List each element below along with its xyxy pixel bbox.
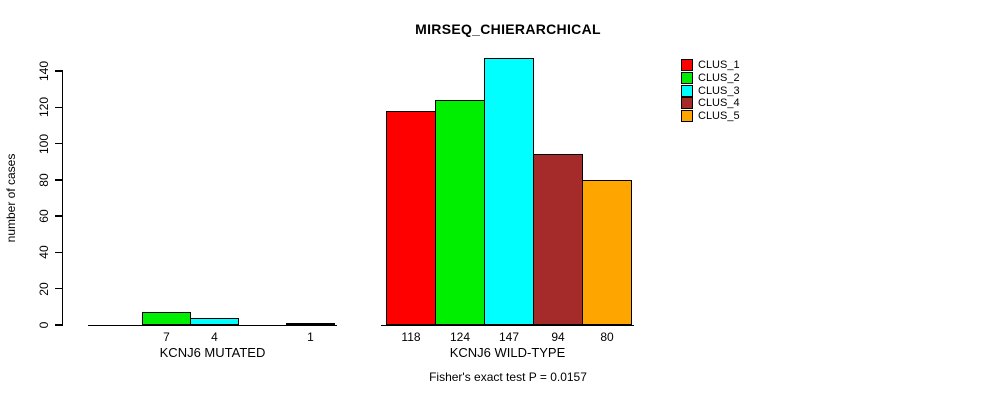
bar-value-label: 7 (163, 330, 170, 344)
legend-color-swatch-clus_2 (681, 72, 693, 85)
legend-item: CLUS_3 (681, 84, 740, 97)
bar-clus_1 (386, 111, 436, 325)
y-axis-tick-label: 40 (37, 245, 51, 260)
y-axis-tick (55, 287, 62, 290)
bar-clus_5 (286, 323, 335, 325)
bar-clus_4 (533, 154, 583, 325)
legend-label: CLUS_3 (698, 84, 740, 97)
legend-color-swatch-clus_3 (681, 84, 693, 97)
y-axis-line (61, 70, 63, 326)
bar-value-label: 80 (600, 330, 614, 344)
y-axis-tick (55, 179, 62, 181)
bar-value-label: 1 (307, 330, 314, 344)
bar-clus_3 (190, 318, 239, 325)
legend: CLUS_1 CLUS_2 CLUS_3 CLUS_4 CLUS_5 (681, 59, 740, 123)
bar-clus_2 (435, 100, 485, 325)
y-axis-tick-label: 140 (37, 60, 51, 82)
y-axis-tick-label: 80 (37, 173, 51, 187)
bar-value-label: 147 (498, 330, 520, 344)
legend-color-swatch-clus_4 (681, 97, 693, 110)
y-axis-tick (55, 142, 62, 145)
subtitle-pvalue: Fisher's exact test P = 0.0157 (429, 370, 587, 384)
legend-label: CLUS_2 (698, 72, 740, 85)
y-axis-tick-label: 0 (37, 321, 51, 329)
y-axis-tick (55, 106, 62, 109)
x-axis-baseline (88, 324, 337, 326)
bar-value-label: 94 (551, 330, 565, 344)
bar-value-label: 4 (211, 330, 218, 344)
bar-clus_2 (142, 312, 191, 325)
legend-item: CLUS_2 (681, 72, 740, 85)
x-axis-baseline (381, 324, 634, 326)
x-group-label: KCNJ6 MUTATED (159, 345, 266, 360)
legend-label: CLUS_5 (698, 110, 740, 123)
y-axis-tick-label: 120 (37, 97, 51, 118)
legend-color-swatch-clus_1 (681, 59, 693, 72)
y-axis-tick-label: 100 (37, 133, 51, 154)
y-axis-tick (55, 215, 62, 217)
legend-item: CLUS_5 (681, 110, 740, 123)
chart-title: MIRSEQ_CHIERARCHICAL (415, 21, 601, 37)
y-axis-tick-label: 60 (37, 209, 51, 223)
legend-color-swatch-clus_5 (681, 110, 693, 123)
legend-label: CLUS_1 (698, 59, 740, 72)
x-group-label: KCNJ6 WILD-TYPE (449, 345, 566, 360)
y-axis-tick (55, 324, 62, 326)
bar-value-label: 118 (401, 330, 421, 344)
y-axis-tick-label: 20 (37, 282, 51, 296)
bar-value-label: 124 (449, 330, 471, 344)
legend-item: CLUS_4 (681, 97, 740, 110)
legend-item: CLUS_1 (681, 59, 740, 72)
bar-clus_3 (484, 58, 534, 325)
legend-label: CLUS_4 (698, 97, 740, 110)
y-axis-title: number of cases (4, 153, 18, 243)
bar-clus_5 (582, 180, 632, 325)
y-axis-tick (55, 70, 62, 72)
y-axis-tick (55, 251, 62, 254)
